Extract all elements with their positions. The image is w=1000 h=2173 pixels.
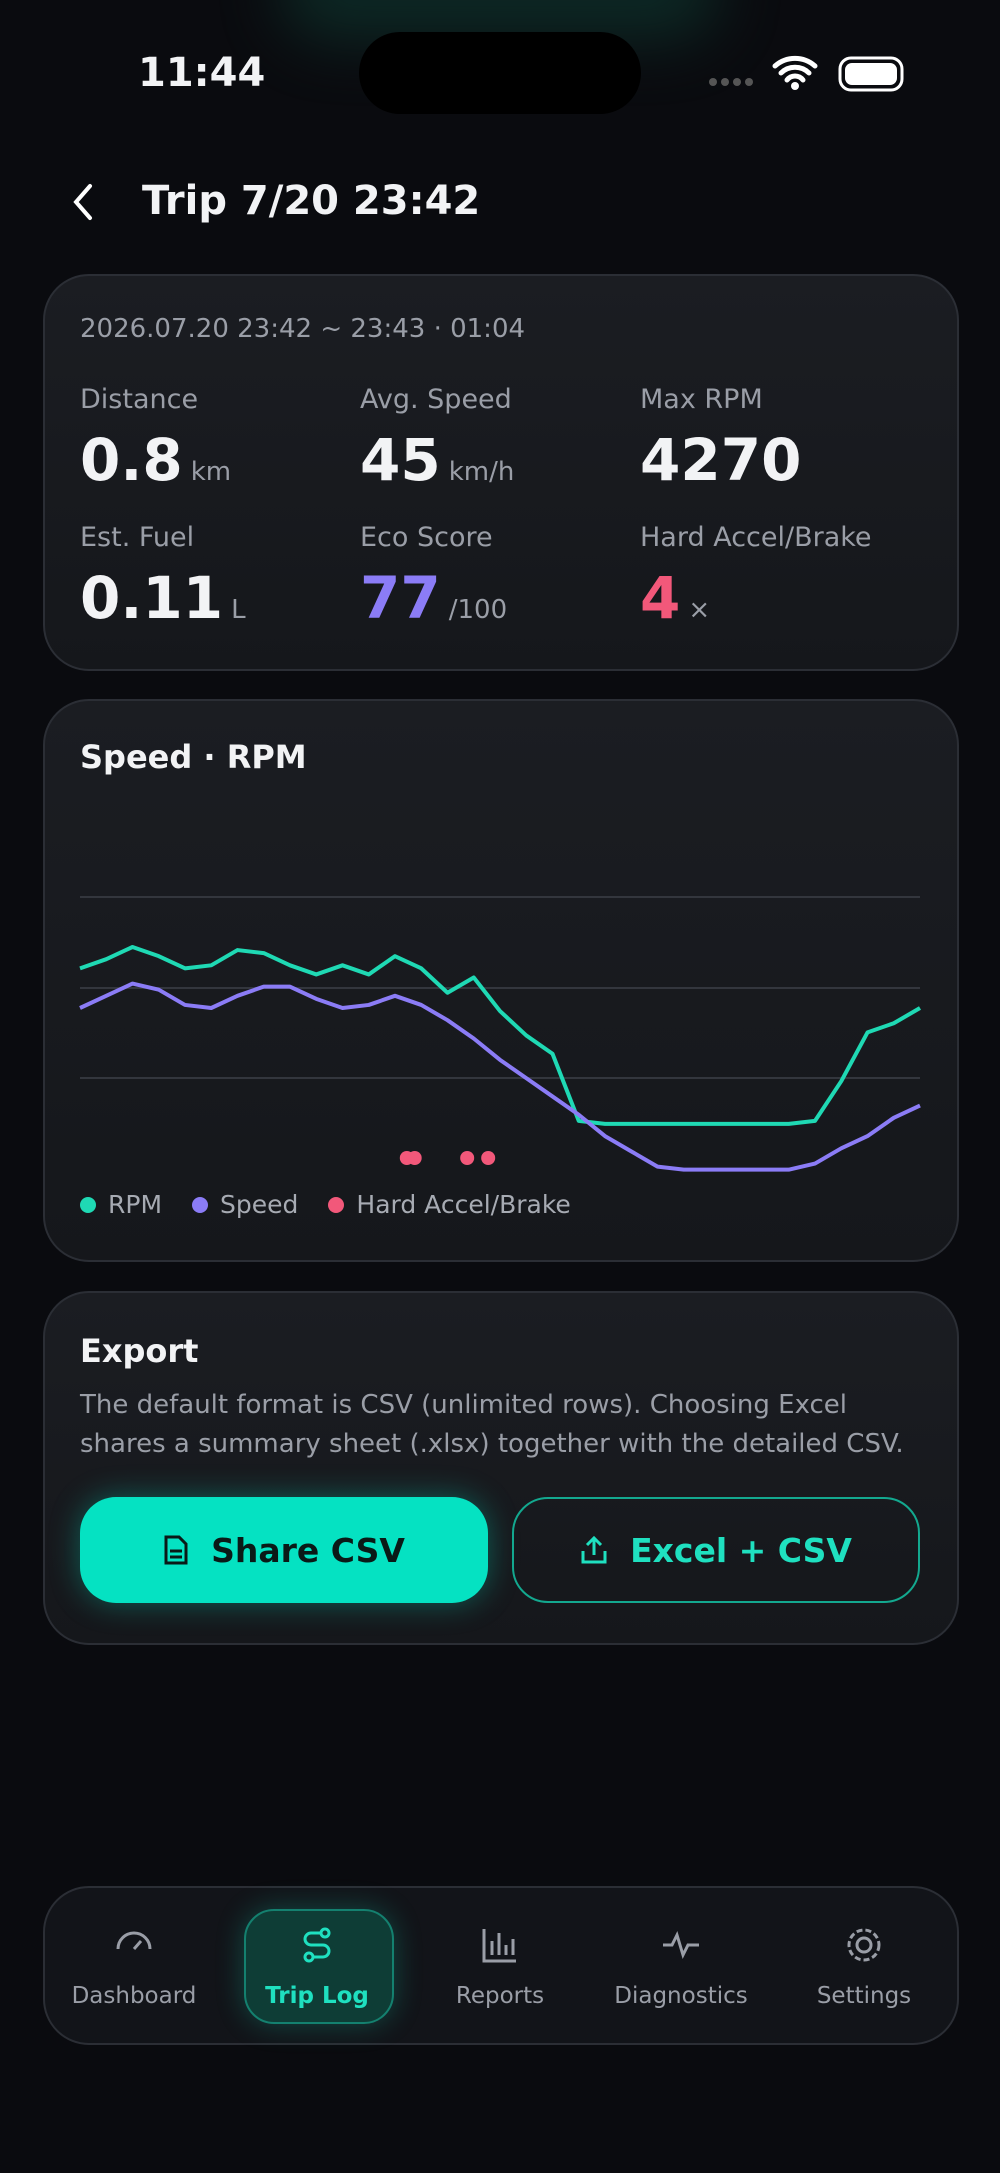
- stat-value-row: 0.11 L: [80, 564, 246, 632]
- button-label: Share CSV: [211, 1530, 405, 1570]
- summary-card: [43, 274, 959, 671]
- export-description: The default format is CSV (unlimited row…: [80, 1390, 904, 1459]
- export-title: Export: [80, 1332, 199, 1370]
- tab-label: Diagnostics: [614, 1983, 748, 2009]
- chart-title: Speed · RPM: [80, 738, 307, 776]
- trip-period: 2026.07.20 23:42 ~ 23:43 · 01:04: [80, 314, 526, 344]
- stat-value: 0.8: [80, 426, 183, 494]
- event-marker: [481, 1151, 496, 1165]
- series-line: [79, 945, 922, 1126]
- stat-value-row: 45 km/h: [360, 426, 514, 494]
- stat-value-row: 77/100: [360, 564, 507, 632]
- tab-label: Settings: [816, 1983, 912, 2009]
- series-line: [79, 981, 921, 1172]
- stat-value: 4: [640, 564, 681, 632]
- tab-label: Trip Log: [265, 1983, 369, 2009]
- tab-item[interactable]: Settings: [774, 1925, 954, 2009]
- back-button[interactable]: [68, 182, 98, 222]
- stat-unit: ×: [688, 595, 711, 625]
- stat-value-row: 4 ×: [640, 564, 710, 632]
- tab-icon: [482, 1929, 516, 1963]
- legend: RPM Speed Hard Accel/Brake: [80, 1190, 571, 1219]
- tab-bar: [43, 1886, 959, 2045]
- chart-card: [43, 699, 959, 1262]
- active-tab-highlight: [244, 1909, 394, 2024]
- status-icons: [709, 55, 904, 92]
- stat-value: 4270: [640, 426, 802, 494]
- tab-label: Reports: [455, 1983, 545, 2009]
- legend-swatch: [328, 1196, 345, 1213]
- tab-item[interactable]: Reports: [410, 1925, 590, 2009]
- stat-unit: /100: [448, 595, 508, 625]
- tab-item[interactable]: Trip Log: [227, 1925, 407, 2009]
- legend-item: RPM: [80, 1190, 162, 1219]
- stat-unit: L: [231, 595, 246, 625]
- share-csv-button[interactable]: Share CSV: [80, 1497, 488, 1603]
- tab-icon: [663, 1930, 699, 1960]
- tab-label: Dashboard: [71, 1983, 197, 2009]
- tab-icon: [847, 1928, 881, 1962]
- excel-csv-button[interactable]: Excel + CSV: [512, 1497, 920, 1603]
- page-title: Trip 7/20 23:42: [142, 178, 481, 224]
- tab-icon: [116, 1931, 152, 1950]
- stat-label: Hard Accel/Brake: [640, 522, 872, 553]
- stat-label: Eco Score: [360, 522, 493, 553]
- stat-label: Distance: [80, 384, 199, 415]
- tab-icon: [303, 1927, 331, 1963]
- legend-label: Speed: [220, 1190, 299, 1219]
- legend-swatch: [80, 1196, 96, 1213]
- legend-swatch: [192, 1196, 209, 1213]
- share-icon: [581, 1535, 607, 1564]
- tab-item[interactable]: Diagnostics: [591, 1925, 771, 2009]
- legend-label: RPM: [108, 1190, 163, 1219]
- event-marker: [407, 1151, 422, 1165]
- stat-unit: km: [190, 457, 232, 487]
- stat-label: Avg. Speed: [360, 384, 512, 415]
- status-time: 11:44: [138, 50, 266, 96]
- stat-value-row: 0.8 km: [80, 426, 231, 494]
- legend-item: Speed: [192, 1190, 298, 1219]
- event-marker: [460, 1151, 475, 1165]
- legend-label: Hard Accel/Brake: [356, 1190, 571, 1219]
- tab-item[interactable]: Dashboard: [44, 1925, 224, 2009]
- legend-item: Hard Accel/Brake: [328, 1190, 571, 1219]
- button-label: Excel + CSV: [630, 1530, 852, 1570]
- stat-value-row: 4270: [640, 426, 801, 494]
- stat-value: 77: [360, 564, 441, 632]
- stat-value: 0.11: [80, 564, 224, 632]
- stat-label: Max RPM: [640, 384, 763, 415]
- stat-unit: km/h: [448, 457, 515, 487]
- file-icon: [164, 1535, 188, 1565]
- stat-label: Est. Fuel: [80, 522, 195, 553]
- dynamic-island: [359, 32, 641, 114]
- stat-value: 45: [360, 426, 441, 494]
- chart-plot: [79, 896, 922, 1172]
